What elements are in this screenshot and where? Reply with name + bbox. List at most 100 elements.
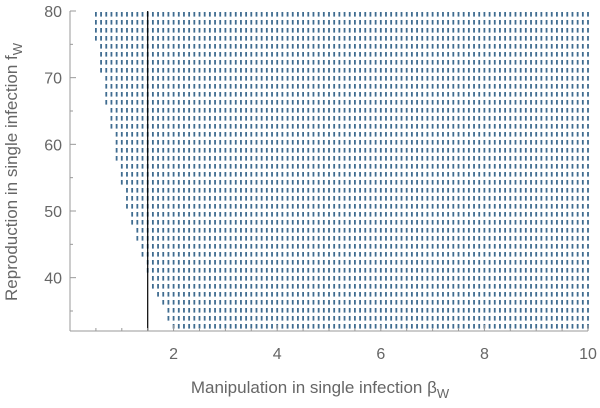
data-point [183,28,185,33]
data-point [126,20,128,25]
data-point [115,84,118,89]
data-point [540,20,543,25]
data-point [348,324,351,329]
data-point [499,180,501,185]
data-point [379,260,382,265]
data-point [473,252,475,257]
data-point [545,84,548,89]
data-point [214,268,216,273]
data-point [571,212,574,217]
data-point [410,148,413,153]
data-point [385,292,387,297]
data-point [561,228,563,233]
data-point [421,300,424,305]
data-point [571,92,574,97]
data-point [234,308,237,313]
data-point [566,140,569,145]
data-point [571,124,574,129]
data-point [234,156,237,161]
data-point [302,268,304,273]
data-point [354,60,356,65]
data-point [240,180,242,185]
data-point [281,76,284,81]
data-point [431,308,434,313]
data-point [571,300,574,305]
data-point [493,92,496,97]
data-point [571,228,574,233]
data-point [302,124,304,129]
data-point [250,236,253,241]
data-point [421,164,424,169]
data-point [214,12,216,17]
data-point [338,20,341,25]
data-point [493,324,496,329]
data-point [581,92,584,97]
data-point [405,284,408,289]
data-point [105,20,108,25]
data-point [540,308,543,313]
data-point [410,76,413,81]
data-point [281,284,284,289]
data-point [473,196,475,201]
data-point [519,316,522,321]
data-point [410,44,413,49]
data-point [338,44,341,49]
data-point [483,252,486,257]
data-point [535,124,538,129]
data-point [141,196,144,201]
data-point [421,92,424,97]
data-point [229,220,232,225]
data-point [276,196,279,201]
data-point [338,284,341,289]
data-point [436,284,439,289]
data-point [338,308,341,313]
data-point [265,100,268,105]
data-point [234,180,237,185]
data-point [348,28,351,33]
data-point [395,284,398,289]
data-point [571,132,574,137]
data-point [240,156,242,161]
data-point [131,140,134,145]
data-point [354,84,356,89]
data-point [385,28,387,33]
data-point [286,124,289,129]
data-point [452,140,455,145]
data-point [488,244,491,249]
data-point [276,44,279,49]
data-point [390,244,393,249]
data-point [167,180,170,185]
data-point [405,196,408,201]
data-point [276,60,279,65]
data-point [234,260,237,265]
data-point [561,124,563,129]
data-point [488,28,491,33]
data-point [193,284,196,289]
data-point [250,300,253,305]
data-point [359,36,361,41]
data-point [348,236,351,241]
data-point [359,124,361,129]
data-point [276,276,279,281]
data-point [141,188,144,193]
data-point [581,156,584,161]
data-point [354,116,356,121]
data-point [385,36,387,41]
data-point [431,28,434,33]
data-point [302,292,304,297]
data-point [286,84,289,89]
data-point [281,212,284,217]
data-point [281,244,284,249]
data-point [136,116,139,121]
data-point [452,68,455,73]
data-point [255,164,258,169]
data-point [587,60,589,65]
data-point [224,260,227,265]
data-point [447,148,450,153]
x-axis-ticks: 2 4 6 8 10 [95,325,597,363]
data-point [151,116,154,121]
data-point [524,36,527,41]
data-point [291,324,294,329]
data-point [405,12,408,17]
data-point [260,20,263,25]
